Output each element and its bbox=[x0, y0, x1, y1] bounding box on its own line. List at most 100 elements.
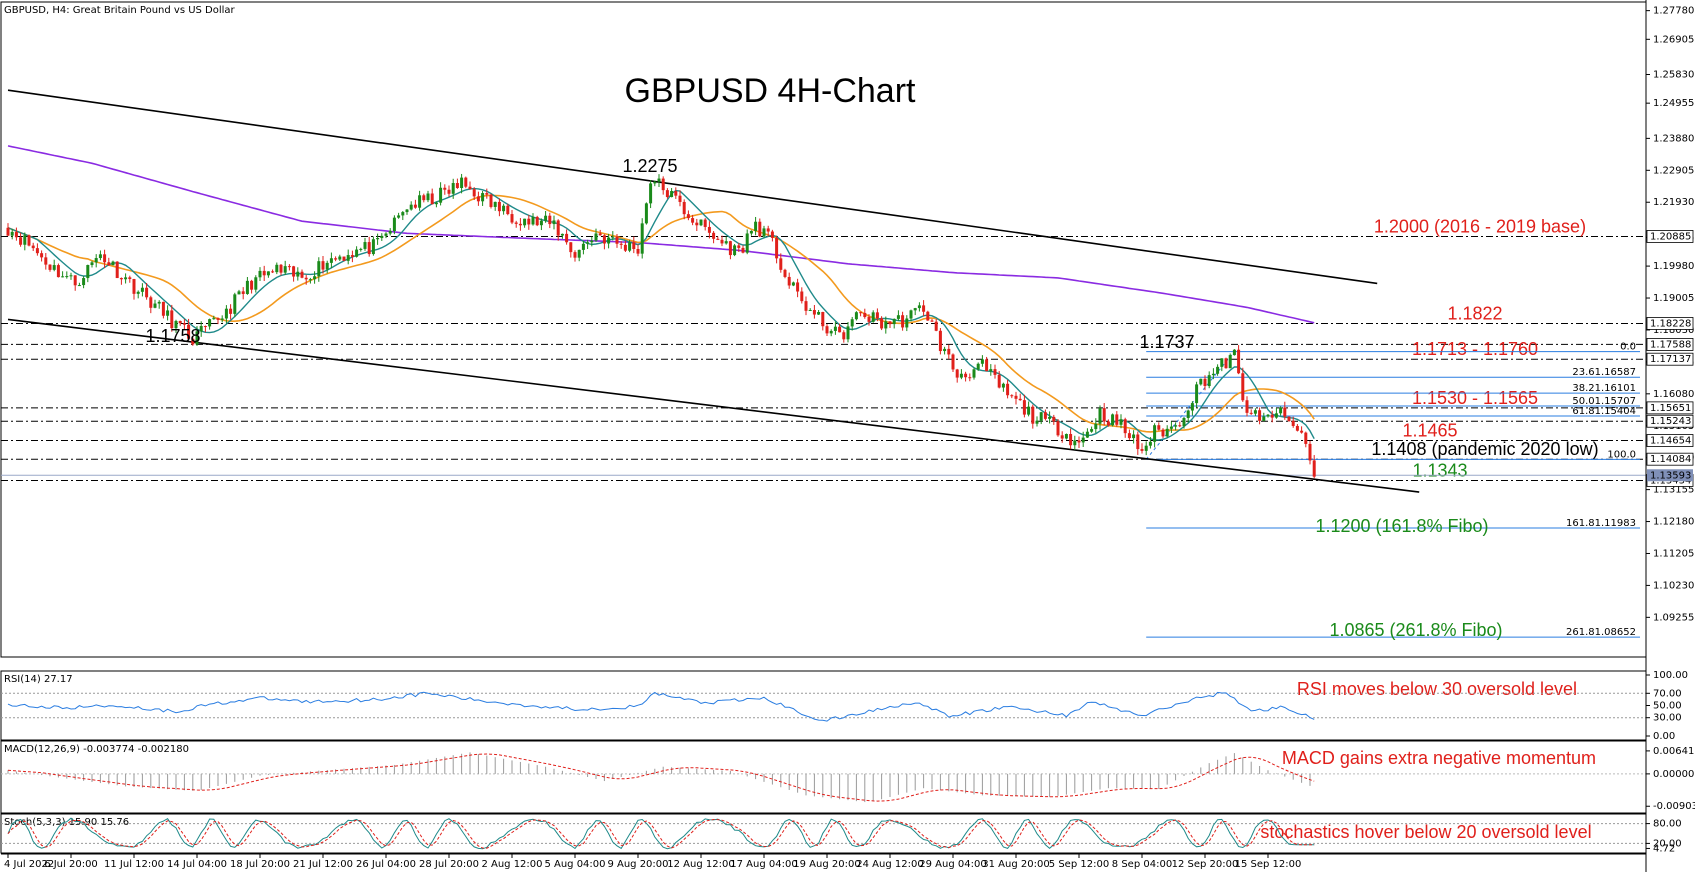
candle-body bbox=[691, 218, 695, 223]
candle-body bbox=[35, 248, 39, 254]
price-level-tag-label: 1.17137 bbox=[1650, 354, 1691, 365]
candle-body bbox=[468, 186, 472, 190]
main-price-panel[interactable]: GBPUSD, H4: Great Britain Pound vs US Do… bbox=[0, 1, 1647, 658]
fibo-level-label: 50.01.15707 bbox=[1572, 396, 1636, 407]
candle-body bbox=[1165, 428, 1169, 437]
candle-body bbox=[880, 318, 884, 329]
candle-body bbox=[413, 204, 417, 208]
candle-body bbox=[783, 269, 787, 277]
candle-body bbox=[1266, 414, 1270, 417]
price-axis: 1.27780 1.26905 1.25830 1.24955 1.23880 1.229… bbox=[1645, 0, 1695, 872]
candle-body bbox=[833, 326, 837, 331]
candle-body bbox=[1224, 358, 1228, 369]
level-label: 1.1530 - 1.1565 bbox=[1412, 388, 1538, 408]
candle-body bbox=[544, 215, 548, 221]
candle-body bbox=[1144, 445, 1148, 451]
candle-body bbox=[359, 248, 363, 250]
price-tick-label: 1.19980 bbox=[1653, 261, 1694, 272]
macd-histogram bbox=[1, 752, 1646, 803]
candle-body bbox=[90, 262, 94, 266]
candle-body bbox=[170, 310, 174, 329]
candle-body bbox=[304, 277, 308, 280]
candle-body bbox=[6, 227, 10, 236]
time-tick-label: 14 Jul 04:00 bbox=[167, 859, 227, 870]
candle-body bbox=[103, 254, 107, 263]
price-tick-label: 1.16080 bbox=[1653, 389, 1694, 400]
fibo-level-label: 100.0 bbox=[1607, 449, 1636, 460]
candle-body bbox=[1031, 406, 1035, 424]
candle-body bbox=[766, 228, 770, 232]
candle-body bbox=[1182, 418, 1186, 427]
candle-body bbox=[40, 253, 44, 258]
candle-body bbox=[728, 241, 732, 256]
candle-body bbox=[1308, 443, 1312, 461]
candle-body bbox=[69, 275, 73, 277]
candle-body bbox=[581, 243, 585, 250]
candle-body bbox=[44, 257, 48, 265]
candle-body bbox=[976, 363, 980, 370]
candle-body bbox=[1203, 378, 1207, 387]
candle-body bbox=[665, 190, 669, 198]
candle-body bbox=[602, 235, 606, 244]
candle-body bbox=[300, 271, 304, 278]
candle-body bbox=[119, 278, 123, 280]
level-label: 1.1465 bbox=[1402, 421, 1457, 441]
rsi-tick-label: 30.00 bbox=[1653, 713, 1682, 724]
candle-body bbox=[1123, 419, 1127, 434]
candle-body bbox=[762, 228, 766, 237]
candle-body bbox=[65, 276, 69, 278]
candle-body bbox=[926, 311, 930, 321]
candle-body bbox=[422, 195, 426, 201]
candle-body bbox=[901, 315, 905, 328]
time-tick-label: 15 Sep 12:00 bbox=[1235, 859, 1302, 870]
candle-body bbox=[224, 308, 228, 319]
time-tick-label: 12 Sep 20:00 bbox=[1172, 859, 1239, 870]
price-tick-label: 1.27780 bbox=[1653, 6, 1694, 17]
candle-body bbox=[258, 270, 262, 278]
candle-body bbox=[1157, 425, 1161, 430]
candle-body bbox=[317, 261, 321, 277]
candle-body bbox=[1081, 437, 1085, 443]
candle-body bbox=[607, 237, 611, 244]
candle-body bbox=[741, 247, 745, 253]
candle-body bbox=[985, 359, 989, 372]
candle-body bbox=[1056, 421, 1060, 436]
candle-body bbox=[401, 212, 405, 216]
candle-body bbox=[1073, 440, 1077, 446]
horizontal-levels: 1.2000 (2016 - 2019 base) 1.1822 1.1713 - … bbox=[1, 216, 1646, 481]
candle-body bbox=[1090, 429, 1094, 432]
price-level-tag bbox=[1646, 434, 1694, 447]
candle-body bbox=[380, 235, 384, 239]
candle-body bbox=[94, 258, 98, 263]
rsi-header: RSI(14) 27.17 bbox=[4, 674, 73, 685]
candle-body bbox=[182, 323, 186, 325]
candle-body bbox=[1249, 412, 1253, 414]
price-annotation: 1.0865 (261.8% Fibo) bbox=[1329, 620, 1502, 640]
candle-body bbox=[245, 280, 249, 294]
candle-body bbox=[707, 226, 711, 233]
price-level-tag-label: 1.20885 bbox=[1650, 231, 1691, 242]
candle-body bbox=[447, 189, 451, 194]
price-level-tag-label: 1.14084 bbox=[1650, 454, 1691, 465]
candle-body bbox=[145, 287, 149, 298]
fibo-level-label: 161.81.11983 bbox=[1566, 518, 1636, 529]
candle-body bbox=[1274, 413, 1278, 418]
candle-body bbox=[775, 237, 779, 259]
candle-body bbox=[1153, 425, 1157, 442]
candle-body bbox=[1295, 425, 1299, 431]
ma-long-line bbox=[7, 145, 1315, 324]
candle-body bbox=[98, 254, 102, 259]
candle-body bbox=[808, 309, 812, 311]
candle-body bbox=[573, 252, 577, 258]
time-tick-label: 21 Jul 12:00 bbox=[293, 859, 353, 870]
candle-body bbox=[10, 231, 14, 236]
candle-body bbox=[14, 231, 18, 238]
candle-body bbox=[712, 232, 716, 239]
candle-body bbox=[821, 311, 825, 327]
level-label: 1.1713 - 1.1760 bbox=[1412, 339, 1538, 359]
candle-body bbox=[502, 205, 506, 212]
candle-body bbox=[430, 193, 434, 205]
macd-panel[interactable]: MACD(12,26,9) -0.003774 -0.002180 MACD g… bbox=[0, 740, 1647, 814]
candle-body bbox=[472, 189, 476, 197]
